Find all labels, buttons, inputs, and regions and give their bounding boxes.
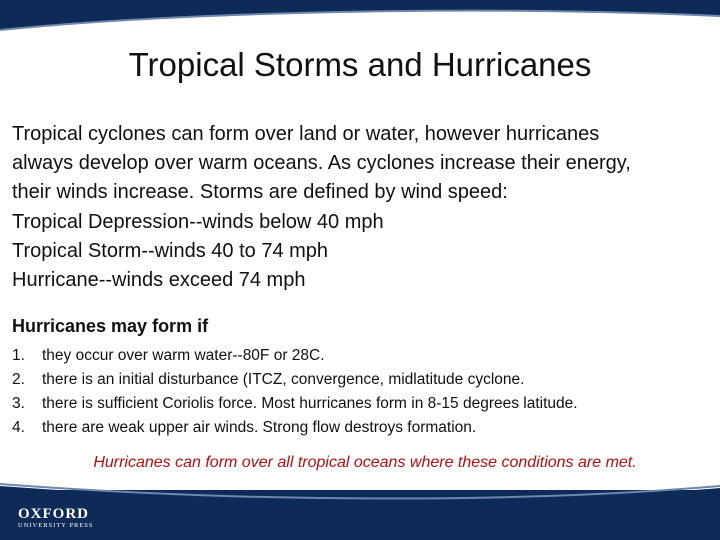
condition-list: 1. they occur over warm water--80F or 28C… [12, 344, 578, 440]
header-curve-line [0, 9, 720, 31]
body-line: Tropical Storm--winds 40 to 74 mph [12, 239, 329, 262]
list-item: 2. there is an initial disturbance (ITCZ,… [12, 368, 578, 392]
publisher-logo: OXFORD UNIVERSITY PRESS [18, 507, 94, 530]
slide-title: Tropical Storms and Hurricanes [128, 46, 592, 83]
list-marker: 4. [12, 419, 25, 436]
logo-subtitle: UNIVERSITY PRESS [18, 522, 94, 529]
subheading: Hurricanes may form if [12, 316, 209, 336]
list-text: there is sufficient Coriolis force. Most… [42, 395, 578, 412]
body-line: Tropical cyclones can form over land or … [12, 123, 600, 145]
list-marker: 3. [12, 395, 25, 412]
list-text: there are weak upper air winds. Strong f… [42, 419, 477, 436]
body-line: Tropical Depression--winds below 40 mph [12, 210, 384, 233]
list-text: they occur over warm water--80F or 28C. [42, 347, 325, 364]
note: Hurricanes can form over all tropical oc… [93, 454, 637, 471]
list-item: 3. there is sufficient Coriolis force. Mo… [12, 392, 578, 416]
footer-curve-line [0, 483, 720, 500]
list-item: 1. they occur over warm water--80F or 28C… [12, 344, 578, 368]
header-curve [0, 10, 720, 42]
body-text: Tropical cyclones can form over land or … [12, 120, 631, 295]
body-line: Hurricane--winds exceed 74 mph [12, 269, 306, 292]
list-item: 4. there are weak upper air winds. Strong… [12, 416, 578, 440]
body-line: always develop over warm oceans. As cycl… [12, 152, 631, 175]
logo-name: OXFORD [18, 506, 89, 522]
body-line: their winds increase. Storms are defined… [12, 181, 508, 204]
list-marker: 2. [12, 371, 25, 388]
list-marker: 1. [12, 347, 25, 364]
list-text: there is an initial disturbance (ITCZ, c… [42, 371, 525, 388]
